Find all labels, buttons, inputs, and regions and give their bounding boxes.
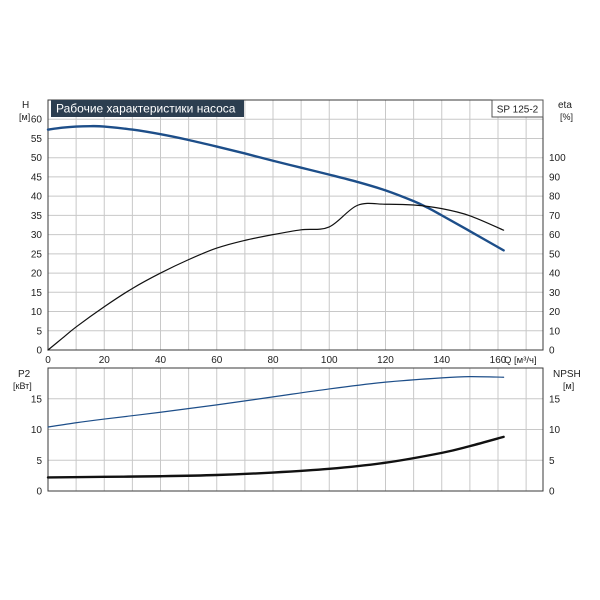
bottom-panel-grid bbox=[48, 368, 543, 491]
top-right-tick-label: 30 bbox=[549, 288, 561, 299]
y-axis-npsh-label: NPSH bbox=[553, 369, 581, 380]
top-right-tick-label: 20 bbox=[549, 307, 561, 318]
top-x-tick-label: 20 bbox=[99, 355, 111, 366]
bottom-left-tick-label: 10 bbox=[31, 425, 43, 436]
bottom-right-tick-label: 5 bbox=[549, 456, 555, 467]
bottom-panel-frame bbox=[47, 367, 544, 492]
bottom-left-tick-label: 5 bbox=[36, 456, 42, 467]
top-right-tick-label: 0 bbox=[549, 346, 555, 357]
top-x-tick-label: 60 bbox=[211, 355, 223, 366]
top-right-tick-label: 50 bbox=[549, 249, 561, 260]
y-axis-eta-label: eta bbox=[558, 100, 572, 111]
y-axis-power-label: P2 bbox=[18, 369, 31, 380]
top-left-tick-label: 60 bbox=[31, 115, 43, 126]
top-left-tick-label: 40 bbox=[31, 192, 43, 203]
y-axis-power-unit: [кВт] bbox=[13, 381, 32, 391]
y-axis-eta-unit: [%] bbox=[560, 112, 573, 122]
bottom-left-tick-label: 15 bbox=[31, 394, 43, 405]
y-axis-head-label: H bbox=[22, 100, 29, 111]
bottom-panel-curves bbox=[46, 376, 505, 479]
bottom-series-line-1 bbox=[46, 435, 505, 479]
bottom-left-tick-label: 0 bbox=[36, 487, 42, 498]
top-left-tick-label: 25 bbox=[31, 249, 43, 260]
y-axis-npsh-unit: [м] bbox=[563, 381, 574, 391]
top-right-tick-label: 40 bbox=[549, 269, 561, 280]
y-axis-head-unit: [м] bbox=[19, 112, 30, 122]
top-left-tick-label: 10 bbox=[31, 307, 43, 318]
bottom-panel-ticks: 0 5 10 15 0 5 10 15 bbox=[31, 394, 561, 497]
top-right-tick-label: 80 bbox=[549, 192, 561, 203]
top-right-tick-label: 60 bbox=[549, 230, 561, 241]
top-x-tick-label: 140 bbox=[433, 355, 450, 366]
top-panel-frame bbox=[47, 99, 544, 351]
top-right-tick-label: 10 bbox=[549, 326, 561, 337]
top-right-tick-label: 70 bbox=[549, 211, 561, 222]
chart-title: Рабочие характеристики насоса bbox=[56, 102, 236, 116]
top-left-tick-label: 50 bbox=[31, 153, 43, 164]
pump-model-badge: SP 125-2 bbox=[497, 105, 539, 116]
top-x-tick-label: 160 bbox=[490, 355, 507, 366]
x-axis-flow-label: Q [м³/ч] bbox=[504, 355, 537, 366]
top-series-line-1 bbox=[47, 202, 505, 351]
top-x-tick-label: 40 bbox=[155, 355, 167, 366]
top-left-tick-label: 55 bbox=[31, 134, 43, 145]
top-panel-ticks: 0 5 10 15 20 25 30 35 40 45 50 55 60 0 10 20 30 40 50 60 70 8… bbox=[31, 115, 566, 366]
top-panel-grid bbox=[48, 100, 543, 350]
top-right-tick-label: 90 bbox=[549, 172, 561, 183]
top-x-tick-label: 100 bbox=[321, 355, 338, 366]
bottom-right-tick-label: 15 bbox=[549, 394, 561, 405]
top-left-tick-label: 0 bbox=[36, 346, 42, 357]
bottom-right-tick-label: 0 bbox=[549, 487, 555, 498]
bottom-series-line-0 bbox=[47, 376, 505, 428]
top-left-tick-label: 5 bbox=[36, 326, 42, 337]
top-x-tick-label: 80 bbox=[267, 355, 279, 366]
pump-model-badge-box bbox=[491, 99, 544, 118]
top-left-tick-label: 35 bbox=[31, 211, 43, 222]
bottom-right-tick-label: 10 bbox=[549, 425, 561, 436]
top-left-tick-label: 30 bbox=[31, 230, 43, 241]
top-left-tick-label: 20 bbox=[31, 269, 43, 280]
top-left-tick-label: 15 bbox=[31, 288, 43, 299]
top-right-tick-label: 100 bbox=[549, 153, 566, 164]
top-left-tick-label: 45 bbox=[31, 172, 43, 183]
chart-title-box bbox=[51, 100, 244, 117]
top-series-line-0 bbox=[46, 124, 505, 252]
top-panel-curves bbox=[46, 124, 505, 351]
top-x-tick-label: 120 bbox=[377, 355, 394, 366]
top-x-tick-label: 0 bbox=[45, 355, 51, 366]
